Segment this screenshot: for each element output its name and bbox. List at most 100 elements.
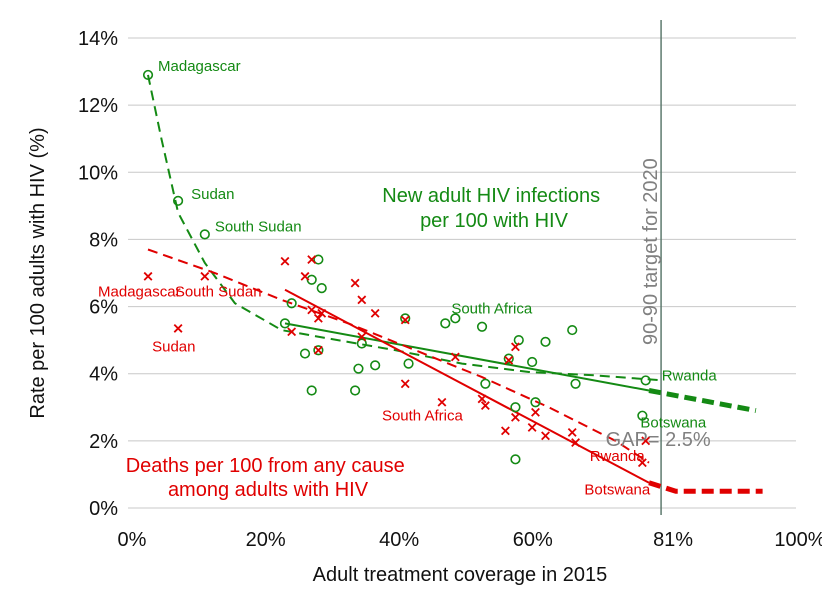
tick-labels: 0% 2% 4% 6% 8% 10% 12% 14% 0% 20% 40% 60% 81% 100% [78,28,822,551]
deaths-title-line-2: among adults with HIV [168,479,369,501]
y-axis-title: Rate per 100 adults with HIV (%) [27,127,49,418]
x-tick-label: 100% [774,529,822,551]
death-point-stroke [357,295,367,305]
deaths-point-label: South Sudan [175,283,262,300]
infection-point [313,345,324,356]
infection-point [199,229,210,240]
y-tick-label: 6% [89,297,118,319]
death-point [511,412,520,422]
infections-smooth-trend [147,74,663,382]
y-tick-label: 14% [78,28,118,50]
infection-point [450,313,461,324]
infections-point-label: Rwanda [662,367,718,384]
target-line-label: 90-90 target for 2020 [640,158,662,345]
death-point-stroke [480,401,490,411]
death-point-stroke [313,345,323,355]
death-point [641,436,651,446]
death-point [280,256,290,266]
death-point-stroke [317,308,327,318]
infection-point [353,363,364,374]
deaths-point-label: South Africa [382,407,464,424]
death-point [370,308,380,318]
death-point [307,305,317,315]
y-tick-label: 4% [89,364,118,386]
infection-point [306,385,317,396]
infection-point [299,348,311,359]
gap-annotation: GAP= 2.5% [606,429,711,451]
death-point [400,315,410,325]
death-point-stroke [370,308,380,318]
death-point [437,397,447,407]
death-point [567,428,577,437]
deaths-point-label: Madagascar [98,283,181,300]
x-tick-label: 40% [379,529,419,551]
deaths-series-title: Deaths per 100 from any cause among adul… [126,455,411,501]
infections-projection [648,388,757,414]
infection-point [640,375,651,386]
infection-point [503,353,514,364]
infection-point [279,318,291,329]
deaths-point-label: Rwanda [590,448,646,465]
death-point [500,426,510,436]
infections-title-line-2: per 100 with HIV [420,210,569,232]
infection-point [637,410,648,421]
deaths-point-label: Sudan [152,338,195,355]
death-point-stroke [400,379,410,389]
death-point [357,295,367,305]
infections-linear-trend [284,322,650,392]
infections-point-label: Madagascar [158,58,241,75]
infection-point [173,195,184,206]
death-point [504,355,514,365]
x-axis-title: Adult treatment coverage in 2015 [313,564,608,586]
death-point-stroke [527,422,537,432]
death-point [527,422,537,432]
infection-point [570,378,581,389]
data-points [142,69,651,468]
death-point [307,255,317,265]
death-point-stroke [437,397,447,407]
infections-series-title: New adult HIV infections per 100 with HI… [382,185,605,232]
death-point-stroke [280,256,290,266]
deaths-point-label: Botswana [584,482,651,499]
death-point [350,278,360,288]
gridlines [128,37,796,509]
death-point-stroke [173,323,183,333]
infection-point [286,298,297,309]
infection-point [370,360,381,371]
death-point-stroke [313,313,323,323]
death-point-stroke [641,436,651,446]
death-point-stroke [307,255,317,265]
death-point [541,431,550,441]
death-point [637,458,647,468]
death-point [531,407,540,417]
deaths-title-line-1: Deaths per 100 from any cause [126,455,405,477]
infection-point [567,324,578,336]
death-point [477,394,487,404]
infection-point [356,338,367,349]
infection-point [400,313,411,324]
y-tick-label: 8% [89,229,118,251]
infection-point [313,254,324,265]
x-tick-label: 81% [653,529,693,551]
infections-point-label: Sudan [191,186,234,203]
infection-point [350,385,361,396]
deaths-linear-trend [284,288,650,484]
infection-point [510,402,521,413]
infection-point [142,69,154,81]
death-point-stroke [511,412,520,422]
infection-point [527,356,538,368]
deaths-projection [648,480,763,494]
death-point-stroke [504,355,514,365]
y-tick-label: 0% [89,498,118,520]
infection-point [476,321,488,332]
y-tick-label: 2% [89,431,118,453]
death-point [200,271,210,281]
death-point-stroke [571,438,580,447]
infection-point [440,318,451,329]
death-point-stroke [350,278,360,288]
death-point-stroke [400,315,410,325]
death-point [511,342,520,352]
trend-lines [147,74,763,494]
point-labels: Madagascar Sudan South Sudan South Africa Rw… [98,58,717,499]
